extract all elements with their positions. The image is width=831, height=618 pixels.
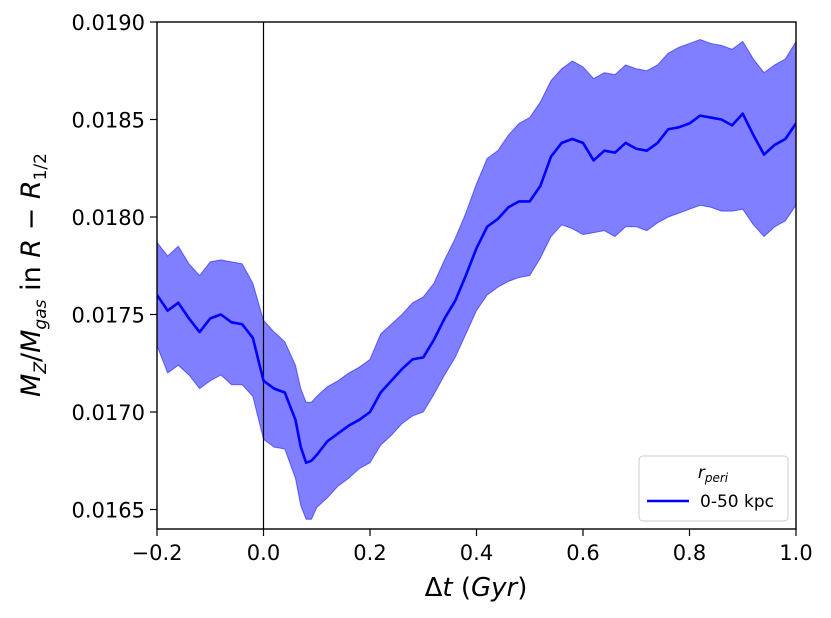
legend-box — [638, 455, 789, 522]
y-axis: 0.0165 0.0170 0.0175 0.0180 0.0185 0.0190 — [72, 11, 157, 523]
y-tick-label: 0.0180 — [72, 206, 145, 230]
legend-entry-label: 0-50 kpc — [700, 492, 774, 512]
y-tick-label: 0.0175 — [72, 304, 145, 328]
x-tick-label: 1.0 — [779, 541, 812, 565]
series-line-layer — [157, 112, 796, 465]
y-tick-label: 0.0170 — [72, 401, 145, 425]
x-tick-label: 0.8 — [673, 541, 706, 565]
x-tick-label: −0.2 — [132, 541, 183, 565]
x-tick-label: 0.2 — [353, 541, 386, 565]
y-axis-label: MZ/Mgas in R − R1/2 — [16, 153, 51, 397]
y-tick-label: 0.0190 — [72, 11, 145, 35]
confidence-band — [157, 39, 796, 520]
x-tick-label: 0.6 — [566, 541, 599, 565]
confidence-band-layer — [157, 39, 796, 520]
y-tick-label: 0.0185 — [72, 109, 145, 133]
x-tick-label: 0.4 — [460, 541, 493, 565]
y-tick-label: 0.0165 — [72, 499, 145, 523]
legend-title: rperi — [698, 463, 729, 485]
x-axis: −0.2 0.0 0.2 0.4 0.6 0.8 1.0 — [132, 529, 813, 565]
x-tick-label: 0.0 — [247, 541, 280, 565]
legend: rperi 0-50 kpc — [638, 455, 789, 522]
series-line-0-50-kpc — [157, 112, 796, 465]
x-axis-label: Δt (Gyr) — [425, 573, 528, 603]
